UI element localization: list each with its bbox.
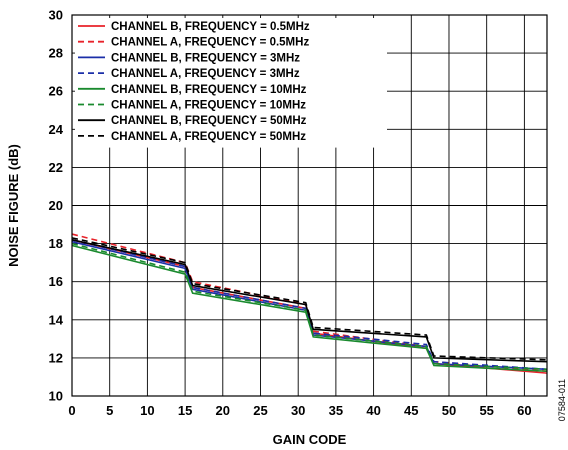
series-line-8 [71, 237, 548, 361]
x-tick-label: 10 [140, 403, 154, 418]
y-tick-label: 24 [49, 122, 64, 137]
legend-label-6: CHANNEL A, FREQUENCY = 10MHz [111, 100, 306, 112]
legend-box [75, 18, 387, 148]
x-tick-label: 0 [68, 403, 75, 418]
legend-label-2: CHANNEL A, FREQUENCY = 0.5MHz [111, 37, 309, 49]
figure-id: 07584-011 [557, 379, 567, 421]
x-tick-label: 40 [366, 403, 380, 418]
x-tick-label: 35 [329, 403, 343, 418]
x-tick-label: 5 [106, 403, 113, 418]
series-line-1 [71, 239, 548, 374]
x-tick-label: 20 [216, 403, 230, 418]
legend-label-5: CHANNEL B, FREQUENCY = 10MHz [111, 84, 307, 96]
y-tick-label: 22 [49, 160, 63, 175]
x-tick-label: 30 [291, 403, 305, 418]
legend-label-3: CHANNEL B, FREQUENCY = 3MHz [111, 52, 300, 64]
x-tick-label: 45 [404, 403, 418, 418]
series-lines [71, 233, 548, 374]
x-tick-label: 60 [517, 403, 531, 418]
y-tick-label: 16 [49, 274, 63, 289]
legend-label-7: CHANNEL B, FREQUENCY = 50MHz [111, 115, 307, 127]
y-axis-label: NOISE FIGURE (dB) [6, 144, 21, 267]
x-axis-ticks: 0 5 10 15 20 25 30 35 40 45 50 55 60 [68, 403, 531, 418]
x-tick-label: 15 [178, 403, 192, 418]
x-axis-label: GAIN CODE [273, 432, 347, 447]
y-tick-label: 30 [49, 8, 63, 23]
y-tick-label: 10 [49, 389, 63, 404]
legend-label-4: CHANNEL A, FREQUENCY = 3MHz [111, 68, 300, 80]
y-tick-label: 12 [49, 350, 63, 365]
y-tick-label: 14 [49, 312, 64, 327]
series-line-6 [71, 242, 548, 371]
series-line-5 [71, 244, 548, 373]
legend: CHANNEL B, FREQUENCY = 0.5MHz CHANNEL A, … [75, 18, 387, 148]
legend-label-8: CHANNEL A, FREQUENCY = 50MHz [111, 131, 306, 143]
x-tick-label: 25 [253, 403, 267, 418]
y-axis-ticks: 10 12 14 16 18 20 22 24 26 28 30 [49, 8, 64, 404]
y-tick-label: 20 [49, 198, 63, 213]
y-tick-label: 18 [49, 236, 63, 251]
legend-label-1: CHANNEL B, FREQUENCY = 0.5MHz [111, 21, 310, 33]
y-tick-label: 26 [49, 84, 63, 99]
x-tick-label: 55 [479, 403, 493, 418]
y-tick-label: 28 [49, 46, 63, 61]
plot-frame [71, 14, 548, 397]
x-tick-label: 50 [442, 403, 456, 418]
